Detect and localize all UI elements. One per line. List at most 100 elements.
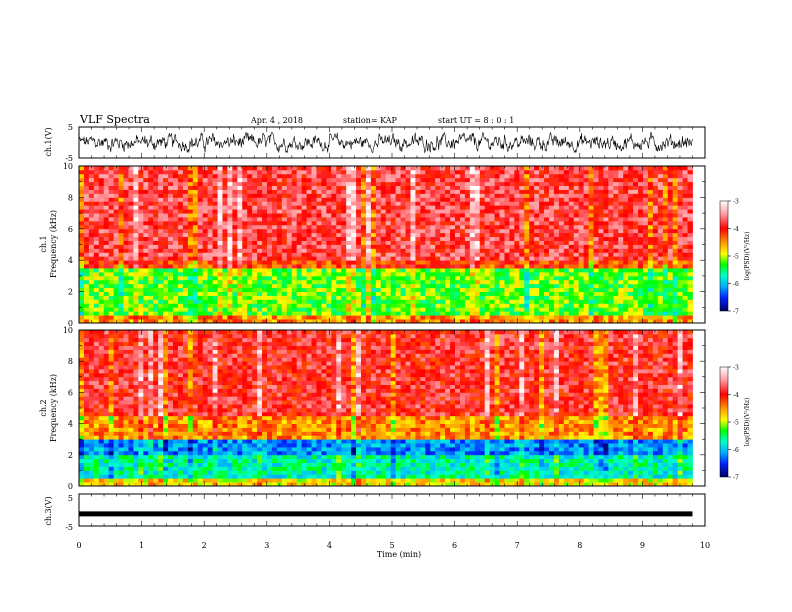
ch1-spectrogram-cell xyxy=(494,228,500,234)
ch1-spectrogram-cell xyxy=(321,205,327,210)
ch1-spectrogram-cell xyxy=(474,224,481,230)
ch1-spectrogram-cell xyxy=(375,217,382,222)
ch1-spectrogram-cell xyxy=(331,181,337,187)
ch1-spectrogram-cell xyxy=(405,240,411,245)
ch1-spectrogram-cell xyxy=(123,244,129,249)
ch1-spectrogram-cell xyxy=(494,252,500,257)
ch1-spectrogram-cell xyxy=(544,283,550,289)
ch1-spectrogram-cell xyxy=(197,236,204,241)
ch1-spectrogram-cell xyxy=(549,315,555,320)
ch1-spectrogram-cell xyxy=(138,319,144,324)
ch1-spectrogram-cell xyxy=(662,260,669,265)
ch1-spectrogram-cell xyxy=(563,181,570,187)
ch1-spectrogram-cell xyxy=(647,177,654,183)
ch1-spectrogram-cell xyxy=(237,236,243,241)
ch1-spectrogram-cell xyxy=(103,181,110,187)
ch1-spectrogram-cell xyxy=(459,303,466,308)
ch1-spectrogram-cell xyxy=(93,291,100,296)
ch1-spectrogram-cell xyxy=(262,169,268,175)
ch1-spectrogram-cell xyxy=(187,169,194,175)
ch1-spectrogram-cell xyxy=(375,224,382,230)
ch1-spectrogram-cell xyxy=(192,224,199,230)
ch1-spectrogram-cell xyxy=(420,252,426,257)
ch1-spectrogram-cell xyxy=(524,287,530,293)
ch1-spectrogram-cell xyxy=(93,279,100,285)
ch1-spectrogram-cell xyxy=(301,295,307,300)
ch1-spectrogram-cell xyxy=(583,315,589,320)
ch1-spectrogram-cell xyxy=(593,220,599,226)
ch1-spectrogram-cell xyxy=(603,315,609,320)
ch1-spectrogram-cell xyxy=(356,264,362,269)
ch1-spectrogram-cell xyxy=(524,268,530,273)
ch1-spectrogram-cell xyxy=(257,193,263,198)
ch1-spectrogram-cell xyxy=(638,197,644,202)
ch1-spectrogram-cell xyxy=(103,236,110,241)
ch1-spectrogram-cell xyxy=(390,217,397,222)
ch1-spectrogram-cell xyxy=(370,283,377,289)
ch1-spectrogram-cell xyxy=(558,311,565,316)
ch1-spectrogram-cell xyxy=(118,181,124,187)
ch1-spectrogram-cell xyxy=(514,271,520,277)
ch1-spectrogram-cell xyxy=(217,228,223,234)
ch1-spectrogram-cell xyxy=(474,232,481,238)
ch1-spectrogram-cell xyxy=(524,205,530,210)
ch1-spectrogram-cell xyxy=(647,291,654,296)
ch1-spectrogram-cell xyxy=(474,279,481,285)
ch1-spectrogram-cell xyxy=(361,166,367,171)
ch1-spectrogram-cell xyxy=(474,189,481,194)
ch1-spectrogram-cell xyxy=(237,260,243,265)
ch1-spectrogram-cell xyxy=(420,185,426,190)
ch1-spectrogram-cell xyxy=(217,213,223,218)
ch1-spectrogram-cell xyxy=(558,197,565,202)
ch1-spectrogram-cell xyxy=(504,232,510,238)
ch1-spectrogram-cell xyxy=(79,299,85,304)
ch1-spectrogram-cell xyxy=(573,319,580,324)
ch1-spectrogram-cell xyxy=(271,279,278,285)
ch1-spectrogram-cell xyxy=(326,189,332,194)
ch1-spectrogram-cell xyxy=(118,252,124,257)
ch1-spectrogram-cell xyxy=(118,217,124,222)
ch1-spectrogram-cell xyxy=(222,315,228,320)
ch1-spectrogram-cell xyxy=(380,260,387,265)
ch1-spectrogram-cell xyxy=(123,291,129,296)
ch1-spectrogram-cell xyxy=(227,279,233,285)
ch1-spectrogram-cell xyxy=(217,303,223,308)
ch1-spectrogram-cell xyxy=(83,260,90,265)
ch1-spectrogram-cell xyxy=(657,315,664,320)
ch1-spectrogram-cell xyxy=(306,303,312,308)
ch1-spectrogram-cell xyxy=(351,252,357,257)
ch1-spectrogram-cell xyxy=(509,181,515,187)
ch1-spectrogram-cell xyxy=(207,256,213,261)
ch1-spectrogram-cell xyxy=(148,291,154,296)
ch1-spectrogram-cell xyxy=(514,315,520,320)
ch1-spectrogram-cell xyxy=(108,224,115,230)
ch1-spectrogram-cell xyxy=(247,291,253,296)
ch1-spectrogram-cell xyxy=(474,205,481,210)
ch1-spectrogram-cell xyxy=(534,256,540,261)
ch1-spectrogram-cell xyxy=(192,291,199,296)
ch1-spectrogram-cell xyxy=(603,275,609,281)
ch1-spectrogram-cell xyxy=(192,213,199,218)
ch1-spectrogram-cell xyxy=(573,181,580,187)
ch1-spectrogram-cell xyxy=(459,213,466,218)
ch1-spectrogram-cell xyxy=(385,275,392,281)
ch1-spectrogram-cell xyxy=(667,260,674,265)
ch1-spectrogram-cell xyxy=(227,303,233,308)
ch1-spectrogram-cell xyxy=(677,271,683,277)
ch1-spectrogram-cell xyxy=(351,271,357,277)
ch1-spectrogram-cell xyxy=(588,319,594,324)
ch1-spectrogram-cell xyxy=(652,181,659,187)
ch1-spectrogram-cell xyxy=(331,264,337,269)
ch1-spectrogram-cell xyxy=(108,275,115,281)
ch1-spectrogram-cell xyxy=(128,201,134,206)
ch1-spectrogram-cell xyxy=(494,217,500,222)
ch1-spectrogram-cell xyxy=(252,201,258,206)
ch1-spectrogram-cell xyxy=(262,299,268,304)
ch1-spectrogram-cell xyxy=(375,311,382,316)
ch1-spectrogram-cell xyxy=(168,248,174,253)
ch1-spectrogram-cell xyxy=(217,315,223,320)
ch1-spectrogram-cell xyxy=(232,256,238,261)
ch1-spectrogram-cell xyxy=(430,185,436,190)
ch1-spectrogram-cell xyxy=(618,252,624,257)
ch1-spectrogram-cell xyxy=(138,201,144,206)
